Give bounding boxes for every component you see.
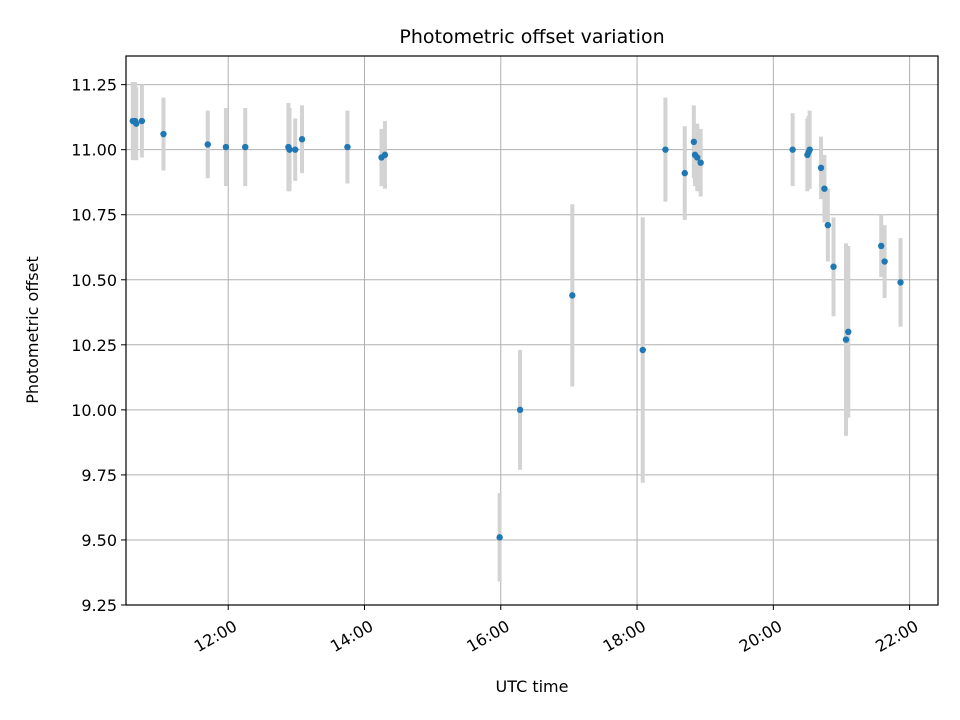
data-point (242, 143, 249, 151)
data-point (133, 120, 140, 127)
data-point (298, 136, 306, 143)
data-point (496, 534, 503, 541)
data-point (694, 154, 701, 161)
y-tick-label: 10.25 (71, 336, 117, 355)
data-point (845, 328, 852, 336)
data-point (690, 138, 698, 146)
chart-title: Photometric offset variation (399, 26, 664, 48)
data-point (381, 151, 389, 159)
y-axis-title: Photometric offset (23, 256, 42, 404)
data-point (639, 346, 646, 354)
y-tick-label: 11.00 (71, 141, 117, 160)
data-point (697, 159, 704, 166)
data-point (821, 185, 828, 192)
data-point (286, 146, 293, 153)
data-point (292, 146, 299, 153)
x-axis-title: UTC time (496, 677, 569, 696)
data-point (789, 146, 796, 153)
y-axis-ticks: 9.25 9.50 9.75 10.00 10.25 10.50 10.75 11.00 11.… (71, 76, 126, 615)
data-point (222, 143, 230, 151)
data-point (806, 146, 813, 153)
data-point (138, 117, 146, 125)
y-tick-label: 9.50 (81, 531, 117, 550)
data-point (681, 169, 688, 177)
y-tick-label: 10.00 (71, 401, 117, 420)
data-point (897, 279, 904, 286)
y-tick-label: 10.50 (71, 271, 117, 290)
y-tick-label: 9.75 (81, 466, 117, 485)
plot-frame (125, 55, 939, 606)
y-tick-label: 11.25 (71, 76, 117, 95)
data-point (824, 221, 832, 229)
data-point (569, 292, 576, 299)
y-tick-label: 9.25 (81, 596, 117, 615)
data-point (817, 164, 825, 172)
data-point (881, 258, 888, 265)
data-point (516, 406, 524, 414)
data-point (662, 146, 669, 153)
data-points (129, 117, 904, 541)
data-point (878, 242, 885, 250)
data-point (344, 143, 351, 151)
grid-lines (126, 56, 938, 606)
data-point (160, 130, 167, 138)
data-point (204, 141, 211, 148)
data-point (830, 263, 837, 270)
y-tick-label: 10.75 (71, 206, 117, 225)
data-point (842, 336, 850, 343)
